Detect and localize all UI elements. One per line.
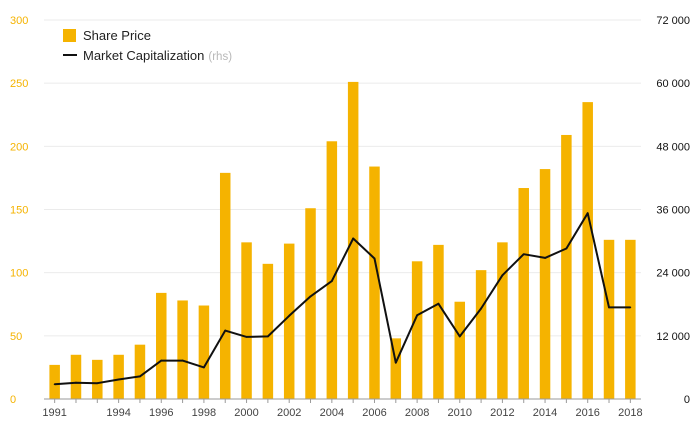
- bar-share-price: [219, 172, 231, 399]
- point-market-cap: [181, 359, 184, 362]
- bar-share-price: [433, 244, 444, 399]
- y-left-tick-label: 250: [10, 78, 28, 90]
- y-right-tick-label: 0: [684, 394, 690, 406]
- point-market-cap: [394, 361, 397, 364]
- x-tick-label: 2002: [277, 407, 301, 419]
- bar-share-price: [603, 239, 615, 399]
- x-tick-label: 1996: [149, 407, 173, 419]
- point-market-cap: [309, 295, 312, 298]
- point-market-cap: [160, 359, 163, 362]
- y-left-tick-label: 0: [10, 394, 16, 406]
- legend: Share Price Market Capitalization (rhs): [63, 28, 232, 63]
- x-tick-label: 2014: [533, 407, 557, 419]
- x-tick-label: 1991: [42, 407, 66, 419]
- y-right-tick-label: 36 000: [656, 205, 690, 217]
- bar-series-share-price: [49, 81, 636, 400]
- bar-share-price: [113, 354, 124, 399]
- x-tick-label: 2000: [234, 407, 258, 419]
- legend-label-market-cap: Market Capitalization: [83, 48, 204, 63]
- y-left-tick-label: 50: [10, 331, 22, 343]
- bar-share-price: [582, 102, 593, 399]
- point-market-cap: [586, 212, 589, 215]
- bar-share-price: [539, 169, 551, 399]
- point-market-cap: [203, 366, 205, 369]
- x-tick-label: 2010: [448, 407, 472, 419]
- bar-share-price: [518, 188, 529, 399]
- bar-share-price: [305, 208, 316, 399]
- point-market-cap: [416, 314, 419, 317]
- point-market-cap: [288, 314, 291, 317]
- bar-share-price: [497, 242, 508, 399]
- legend-label-share-price: Share Price: [83, 28, 151, 43]
- point-market-cap: [458, 335, 461, 338]
- bar-share-price: [475, 270, 487, 399]
- bar-share-price: [49, 364, 60, 399]
- bar-share-price: [411, 261, 423, 399]
- y-right-tick-label: 72 000: [656, 15, 690, 27]
- point-market-cap: [139, 375, 141, 378]
- point-market-cap: [480, 307, 482, 310]
- svg-text:Market Capitalization(rhs): Market Capitalization (rhs): [83, 48, 232, 63]
- y-left-tick-label: 200: [10, 141, 28, 153]
- x-tick-label: 2018: [618, 407, 642, 419]
- x-tick-label: 2016: [575, 407, 599, 419]
- bar-share-price: [70, 354, 82, 399]
- x-tick-label: 1994: [106, 407, 130, 419]
- point-market-cap: [330, 280, 333, 282]
- point-market-cap: [245, 335, 248, 338]
- bar-share-price: [134, 344, 146, 399]
- point-market-cap: [53, 383, 56, 386]
- point-market-cap: [224, 329, 227, 332]
- axes: 0 50 100 150 200 250 300 0 12 000 24 000 36 000 48 …: [10, 15, 690, 419]
- point-market-cap: [565, 247, 568, 250]
- bar-share-price: [326, 141, 338, 399]
- point-market-cap: [437, 302, 440, 305]
- point-market-cap: [629, 306, 632, 309]
- point-market-cap: [266, 335, 269, 338]
- point-market-cap: [501, 274, 504, 277]
- point-market-cap: [117, 378, 120, 381]
- legend-swatch-share-price: [63, 29, 76, 42]
- y-left-tick-label: 150: [10, 205, 28, 217]
- point-market-cap: [522, 253, 525, 256]
- legend-label-rhs-note: (rhs): [208, 51, 232, 63]
- point-market-cap: [373, 257, 376, 260]
- y-left-tick-label: 300: [10, 15, 28, 27]
- point-market-cap: [608, 306, 610, 309]
- bar-share-price: [390, 338, 402, 399]
- point-market-cap: [96, 382, 99, 385]
- bar-share-price: [92, 359, 103, 399]
- y-right-tick-label: 60 000: [656, 78, 690, 90]
- x-tick-label: 2004: [320, 407, 344, 419]
- bar-share-price: [454, 301, 466, 399]
- bar-share-price: [283, 243, 295, 399]
- bar-share-price: [241, 242, 252, 399]
- y-right-tick-label: 12 000: [656, 331, 690, 343]
- bar-share-price: [561, 134, 572, 400]
- point-market-cap: [75, 381, 77, 384]
- point-market-cap: [352, 237, 355, 240]
- y-left-tick-label: 100: [10, 268, 28, 280]
- x-tick-label: 2006: [362, 407, 386, 419]
- x-tick-label: 2012: [490, 407, 514, 419]
- bar-share-price: [156, 292, 167, 399]
- line-market-cap: [54, 212, 631, 386]
- line-series-market-cap: [53, 212, 632, 386]
- bar-share-price: [198, 305, 210, 399]
- bar-share-price: [177, 300, 188, 399]
- x-tick-label: 1998: [192, 407, 216, 419]
- bar-share-price: [262, 263, 274, 399]
- gridlines: [44, 19, 641, 337]
- y-right-tick-label: 24 000: [656, 268, 690, 280]
- point-market-cap: [544, 257, 546, 259]
- bar-share-price: [369, 166, 380, 399]
- x-tick-label: 2008: [405, 407, 429, 419]
- bar-share-price: [625, 239, 636, 399]
- y-right-tick-label: 48 000: [656, 141, 690, 153]
